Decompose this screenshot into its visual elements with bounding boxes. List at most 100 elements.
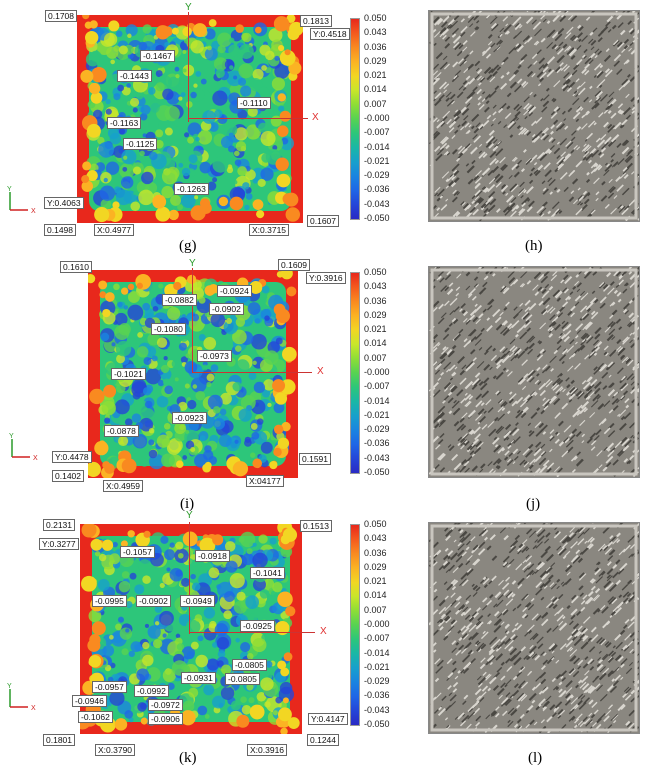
corner-label: 0.1244 [307, 734, 339, 746]
color-scale-tick: -0.014 [364, 395, 390, 406]
caption-l: (l) [528, 750, 543, 766]
corner-label: 0.2131 [43, 519, 75, 531]
color-scale-tick: -0.000 [364, 113, 390, 123]
color-scale-tick: 0.036 [364, 41, 387, 52]
point-label: -0.0918 [195, 550, 230, 562]
color-scale-tick: 0.050 [364, 13, 387, 23]
color-scale-tick: -0.021 [364, 409, 390, 420]
corner-label: 0.1402 [52, 470, 84, 482]
caption-k: (k) [179, 750, 197, 766]
color-scale: 0.050 0.043 0.036 0.029 0.021 0.014 0.007 -0.00… [350, 13, 410, 223]
triad-x-label: X [33, 455, 38, 461]
corner-label: 0.1607 [307, 215, 339, 227]
color-scale-tick: -0.014 [364, 647, 390, 658]
color-scale-tick: 0.014 [364, 590, 387, 601]
point-label: -0.1062 [78, 711, 113, 723]
point-label: -0.1467 [140, 50, 175, 62]
corner-label: 0.1610 [60, 261, 92, 273]
color-scale-tick: -0.050 [364, 467, 390, 477]
color-scale-tick: -0.029 [364, 676, 390, 687]
point-label: -0.0995 [92, 595, 127, 607]
color-scale-tick: 0.043 [364, 281, 387, 292]
color-scale-tick: -0.043 [364, 198, 390, 209]
triad-x-label: X [31, 208, 36, 214]
color-scale-tick: -0.000 [364, 367, 390, 377]
color-scale-tick: 0.007 [364, 352, 387, 363]
x-axis-letter: X [320, 626, 327, 637]
color-scale-tick: 0.014 [364, 338, 387, 349]
point-label: -0.1057 [120, 546, 155, 558]
color-scale-tick: 0.029 [364, 309, 387, 320]
corner-label: X:0.4977 [94, 224, 135, 236]
point-label: -0.1080 [151, 323, 186, 335]
color-scale-bar [350, 18, 360, 220]
corner-label: X:0.3715 [249, 224, 290, 236]
point-label: -0.0805 [232, 659, 267, 671]
corner-label: 0.1708 [45, 10, 77, 22]
point-label: -0.0972 [148, 699, 183, 711]
corner-label: X:0.3916 [247, 744, 288, 756]
corner-label: X:0.3790 [95, 744, 136, 756]
color-scale-tick: 0.036 [364, 295, 387, 306]
point-label: -0.0949 [180, 595, 215, 607]
point-label: -0.1041 [250, 567, 285, 579]
point-label: -0.0902 [209, 303, 244, 315]
point-label: -0.0923 [172, 412, 207, 424]
point-label: -0.1110 [237, 97, 271, 109]
point-label: -0.0878 [104, 425, 139, 437]
corner-label: 0.1513 [300, 520, 332, 532]
caption-h: (h) [525, 238, 543, 254]
corner-label: Y:0.3916 [306, 272, 346, 284]
color-scale-tick: 0.021 [364, 576, 387, 587]
corner-label: X:04177 [246, 475, 284, 487]
x-axis-letter: X [312, 112, 319, 123]
color-scale-tick: -0.007 [364, 127, 390, 138]
caption-j: (j) [526, 496, 541, 512]
y-axis-letter: Y [185, 2, 192, 13]
point-label: -0.0882 [162, 294, 197, 306]
color-scale-tick: -0.029 [364, 170, 390, 181]
corner-label: Y:0.4147 [308, 713, 348, 725]
corner-label: Y:0.4063 [44, 197, 84, 209]
color-scale-tick: -0.021 [364, 661, 390, 672]
color-scale-tick: 0.029 [364, 55, 387, 66]
point-label: -0.0946 [72, 695, 107, 707]
corner-label: 0.1609 [278, 259, 310, 271]
color-scale: 0.050 0.043 0.036 0.029 0.021 0.014 0.007 -0.00… [350, 267, 410, 477]
color-scale-tick: -0.036 [364, 690, 390, 701]
color-scale-tick: -0.036 [364, 184, 390, 195]
color-scale-tick: -0.050 [364, 719, 390, 729]
specimen-photo-l [428, 515, 645, 734]
color-scale-tick: 0.043 [364, 27, 387, 38]
color-scale-bar [350, 524, 360, 726]
specimen-photo-j [428, 260, 645, 478]
color-scale: 0.050 0.043 0.036 0.029 0.021 0.014 0.007 -0.00… [350, 519, 410, 729]
color-scale-tick: -0.007 [364, 381, 390, 392]
triad-y-label: Y [7, 683, 12, 690]
color-scale-tick: -0.007 [364, 633, 390, 644]
color-scale-tick: 0.007 [364, 98, 387, 109]
color-scale-bar [350, 272, 360, 474]
color-scale-tick: 0.014 [364, 84, 387, 95]
point-label: -0.0925 [240, 620, 275, 632]
point-label: -0.0992 [134, 685, 169, 697]
y-axis-letter: Y [189, 258, 196, 269]
corner-label: 0.1801 [43, 734, 75, 746]
caption-g: (g) [179, 238, 197, 254]
color-scale-tick: 0.050 [364, 519, 387, 529]
color-scale-tick: -0.050 [364, 213, 390, 223]
caption-i: (i) [180, 496, 195, 512]
point-label: -0.0973 [197, 350, 232, 362]
color-scale-tick: -0.029 [364, 424, 390, 435]
point-label: -0.1263 [174, 183, 209, 195]
point-label: -0.0924 [217, 285, 252, 297]
corner-label: X:0.4959 [103, 480, 144, 492]
color-scale-tick: -0.043 [364, 704, 390, 715]
point-label: -0.0906 [148, 713, 183, 725]
